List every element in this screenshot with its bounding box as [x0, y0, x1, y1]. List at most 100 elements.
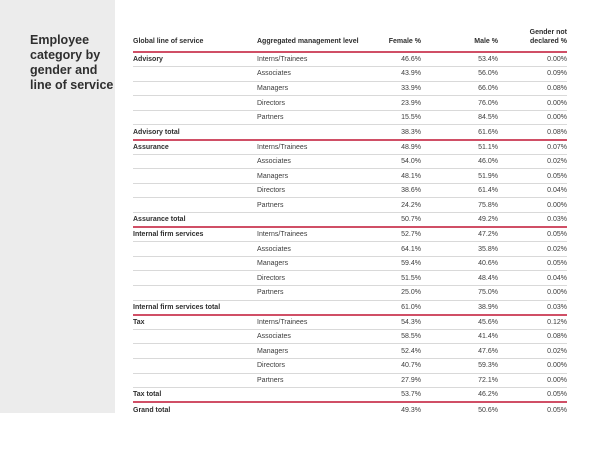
female-pct-cell: 27.9% [377, 373, 421, 389]
female-pct-cell: 64.1% [377, 241, 421, 257]
column-header-male-pct: Male % [421, 18, 498, 53]
male-pct-cell: 46.2% [421, 387, 498, 404]
gender-by-line-of-service-table: Global line of service Aggregated manage… [133, 18, 567, 417]
female-pct-cell: 52.4% [377, 343, 421, 359]
male-pct-cell: 50.6% [478, 406, 498, 414]
management-level-cell [257, 212, 377, 229]
gender-not-declared-pct-cell: 0.08% [498, 81, 567, 97]
gender-not-declared-pct-cell: 0.04% [498, 183, 567, 199]
gender-not-declared-pct-cell: 0.08% [498, 124, 567, 141]
empty-cell [133, 95, 257, 111]
male-pct-cell: 75.0% [421, 285, 498, 301]
male-pct-cell: 84.5% [421, 110, 498, 126]
male-pct-cell: 48.4% [421, 270, 498, 286]
line-of-service-cell: Advisory total [133, 124, 257, 141]
female-pct-cell: 59.4% [377, 256, 421, 272]
empty-cell [133, 373, 257, 389]
female-pct-cell: 24.2% [377, 197, 421, 214]
gender-not-declared-pct-cell: 0.00% [498, 52, 567, 68]
table-row: Managers 52.4% 47.6% 0.02% [133, 343, 567, 359]
gender-not-declared-pct-cell: 0.05% [547, 406, 567, 414]
male-pct-cell: 59.3% [421, 358, 498, 374]
table-row: Advisory Interns/Trainees 46.6% 53.4% 0.00% [133, 52, 567, 68]
management-level-cell: Associates [257, 329, 377, 345]
gender-not-declared-pct-cell: 0.07% [498, 139, 567, 155]
management-level-cell [257, 300, 377, 316]
table-row: Associates 54.0% 46.0% 0.02% [133, 154, 567, 170]
female-pct-cell: 54.3% [377, 314, 421, 330]
line-of-service-cell: Tax total [133, 387, 257, 404]
gender-not-declared-pct-cell: 0.05% [498, 168, 567, 184]
female-pct-cell: 46.6% [377, 52, 421, 68]
empty-cell [133, 66, 257, 82]
management-level-cell: Directors [257, 358, 377, 374]
empty-cell [133, 256, 257, 272]
female-pct-cell: 23.9% [377, 95, 421, 111]
female-pct-cell: 49.3% [401, 406, 421, 414]
column-header-aggregated-management-level: Aggregated management level [257, 18, 377, 53]
table-row: Assurance Interns/Trainees 48.9% 51.1% 0.07% [133, 139, 567, 155]
empty-cell [133, 168, 257, 184]
section-total-row: Advisory total 38.3% 61.6% 0.08% [133, 124, 567, 141]
empty-cell [133, 110, 257, 126]
gender-not-declared-pct-cell: 0.05% [498, 387, 567, 404]
male-pct-cell: 51.9% [421, 168, 498, 184]
table-row: Partners 24.2% 75.8% 0.00% [133, 197, 567, 214]
empty-cell [133, 197, 257, 214]
management-level-cell: Managers [257, 81, 377, 97]
male-pct-cell: 61.4% [421, 183, 498, 199]
male-pct-cell: 56.0% [421, 66, 498, 82]
male-pct-cell: 41.4% [421, 329, 498, 345]
section-total-row: Tax total 53.7% 46.2% 0.05% [133, 387, 567, 404]
table-row: Directors 51.5% 48.4% 0.04% [133, 270, 567, 286]
male-pct-cell: 66.0% [421, 81, 498, 97]
male-pct-cell: 72.1% [421, 373, 498, 389]
gender-not-declared-pct-cell: 0.03% [498, 212, 567, 229]
table-row: Directors 23.9% 76.0% 0.00% [133, 95, 567, 111]
table-row: Managers 33.9% 66.0% 0.08% [133, 81, 567, 97]
line-of-service-cell: Internal firm services total [133, 300, 257, 316]
management-level-cell: Associates [257, 66, 377, 82]
gender-not-declared-pct-cell: 0.02% [498, 343, 567, 359]
table-row: Directors 40.7% 59.3% 0.00% [133, 358, 567, 374]
management-level-cell: Partners [257, 373, 377, 389]
grand-total-row: Grand total 49.3% 50.6% 0.05% [133, 402, 567, 417]
section-total-row: Assurance total 50.7% 49.2% 0.03% [133, 212, 567, 229]
column-header-gender-not-declared-pct: Gender not declared % [498, 18, 567, 53]
empty-cell [133, 343, 257, 359]
male-pct-cell: 45.6% [421, 314, 498, 330]
management-level-cell: Directors [257, 95, 377, 111]
female-pct-cell: 38.6% [377, 183, 421, 199]
management-level-cell [257, 402, 377, 417]
female-pct-cell: 48.1% [377, 168, 421, 184]
male-pct-cell: 53.4% [421, 52, 498, 68]
table-row: Associates 43.9% 56.0% 0.09% [133, 66, 567, 82]
male-pct-cell: 49.2% [421, 212, 498, 229]
gender-not-declared-pct-cell: 0.04% [498, 270, 567, 286]
management-level-cell: Associates [257, 154, 377, 170]
header-row: Global line of service Aggregated manage… [133, 18, 567, 53]
table-row: Associates 64.1% 35.8% 0.02% [133, 241, 567, 257]
management-level-cell: Directors [257, 183, 377, 199]
female-pct-cell: 48.9% [377, 139, 421, 155]
management-level-cell: Managers [257, 168, 377, 184]
table-row: Partners 27.9% 72.1% 0.00% [133, 373, 567, 389]
management-level-cell: Interns/Trainees [257, 314, 377, 330]
table-row: Partners 15.5% 84.5% 0.00% [133, 110, 567, 126]
female-pct-cell: 61.0% [377, 300, 421, 316]
line-of-service-cell: Grand total [133, 406, 171, 414]
section-total-row: Internal firm services total 61.0% 38.9% 0.… [133, 300, 567, 316]
female-pct-cell: 25.0% [377, 285, 421, 301]
female-pct-cell: 58.5% [377, 329, 421, 345]
gender-not-declared-pct-cell: 0.08% [498, 329, 567, 345]
column-header-female-pct: Female % [377, 18, 421, 53]
table-row: Associates 58.5% 41.4% 0.08% [133, 329, 567, 345]
gender-not-declared-pct-cell: 0.00% [498, 358, 567, 374]
female-pct-cell: 43.9% [377, 66, 421, 82]
gender-not-declared-pct-cell: 0.05% [498, 256, 567, 272]
table-body: Advisory Interns/Trainees 46.6% 53.4% 0.00% A… [133, 52, 567, 417]
male-pct-cell: 75.8% [421, 197, 498, 214]
table-row: Managers 59.4% 40.6% 0.05% [133, 256, 567, 272]
gender-table-container: Global line of service Aggregated manage… [133, 18, 567, 417]
management-level-cell: Directors [257, 270, 377, 286]
